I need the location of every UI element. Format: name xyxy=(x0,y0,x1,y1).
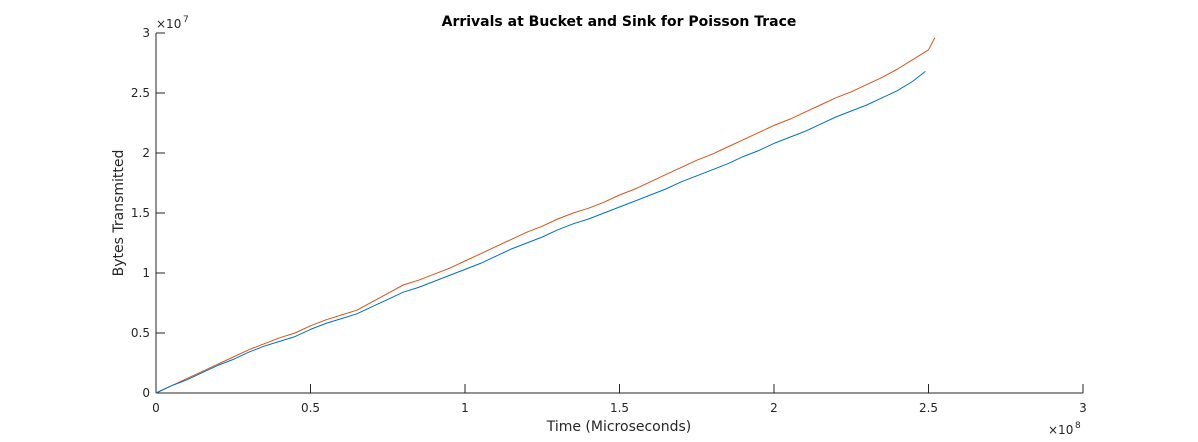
chart-title: Arrivals at Bucket and Sink for Poisson … xyxy=(442,14,797,30)
x-tick-label: 2 xyxy=(770,401,778,415)
y-tick-label: 2.5 xyxy=(131,86,150,100)
axes xyxy=(155,33,1083,394)
y-tick-label: 1 xyxy=(142,266,150,280)
y-tick-label: 2 xyxy=(142,146,150,160)
y-tick-label: 1.5 xyxy=(131,206,150,220)
x-tick-label: 0 xyxy=(152,401,160,415)
x-tick-label: 1.5 xyxy=(610,401,629,415)
x-ticks: 0 0.5 1 1.5 2 2.5 3 xyxy=(152,384,1087,415)
x-exponent-base: ×10 xyxy=(1048,423,1073,437)
series-group xyxy=(155,37,936,394)
series-line-1 xyxy=(155,37,936,394)
y-exponent-power: 7 xyxy=(183,15,189,25)
y-exponent-base: ×10 xyxy=(156,17,181,31)
y-tick-label: 0 xyxy=(142,386,150,400)
x-tick-label: 0.5 xyxy=(301,401,320,415)
x-tick-label: 1 xyxy=(461,401,469,415)
x-tick-label: 3 xyxy=(1079,401,1087,415)
y-ticks: 0 0.5 1 1.5 2 2.5 3 xyxy=(131,26,165,400)
x-tick-label: 2.5 xyxy=(919,401,938,415)
y-tick-label: 3 xyxy=(142,26,150,40)
y-exponent-label: ×10 7 xyxy=(156,15,189,31)
y-axis-label: Bytes Transmitted xyxy=(111,150,127,277)
y-tick-label: 0.5 xyxy=(131,326,150,340)
x-axis-label: Time (Microseconds) xyxy=(546,419,692,435)
x-exponent-label: ×10 8 xyxy=(1048,421,1081,437)
series-line-2 xyxy=(155,71,926,394)
x-exponent-power: 8 xyxy=(1075,421,1081,431)
